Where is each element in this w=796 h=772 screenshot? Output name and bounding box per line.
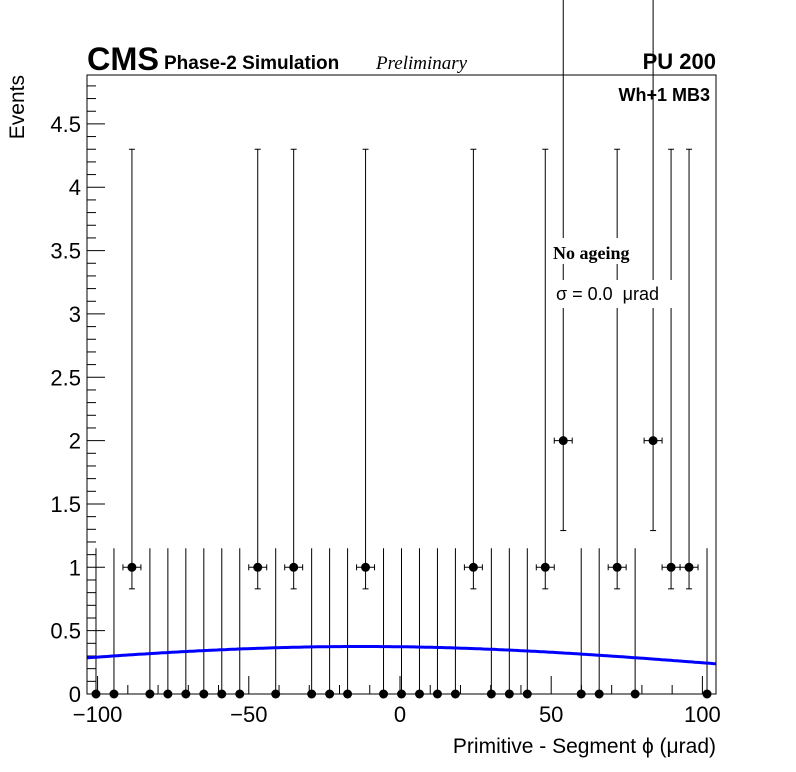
y-tick-label: 0 <box>69 682 81 707</box>
data-point <box>666 562 676 572</box>
data-point <box>361 562 371 572</box>
region-label: Wh+1 MB3 <box>618 85 710 105</box>
x-axis-label: Primitive - Segment ϕ (μrad) <box>453 735 716 758</box>
data-point <box>127 562 137 572</box>
annotation-title: No ageing <box>553 243 630 263</box>
y-tick-label: 0.5 <box>50 619 81 644</box>
y-tick-label: 1 <box>69 555 81 580</box>
y-tick-label: 4.5 <box>50 112 81 137</box>
y-tick-label: 3 <box>69 302 81 327</box>
y-axis-label: Events <box>6 75 29 139</box>
plot-frame <box>86 74 717 695</box>
y-tick-label: 3.5 <box>50 239 81 264</box>
data-point <box>558 436 568 446</box>
preliminary-label: Preliminary <box>375 53 468 74</box>
y-tick-label: 1.5 <box>50 492 81 517</box>
data-point <box>540 562 550 572</box>
y-tick-label: 2 <box>69 429 81 454</box>
pileup-label: PU 200 <box>643 49 716 74</box>
y-tick-label: 2.5 <box>50 365 81 390</box>
y-tick-label: 4 <box>69 175 81 200</box>
x-tick-label: 100 <box>684 702 721 727</box>
data-point <box>648 436 658 446</box>
subtitle-label: Phase-2 Simulation <box>164 53 339 74</box>
x-tick-label: 0 <box>394 702 406 727</box>
x-tick-label: 50 <box>539 702 563 727</box>
cms-label: CMS <box>87 41 159 77</box>
data-point <box>684 562 694 572</box>
data-point <box>253 562 263 572</box>
gaussian-fit-curve <box>86 645 717 666</box>
x-tick-label: −100 <box>73 702 123 727</box>
data-point <box>289 562 299 572</box>
x-tick-label: −50 <box>230 702 267 727</box>
data-point <box>612 562 622 572</box>
data-point <box>468 562 478 572</box>
annotation-sigma: σ = 0.0 μrad <box>556 284 659 304</box>
